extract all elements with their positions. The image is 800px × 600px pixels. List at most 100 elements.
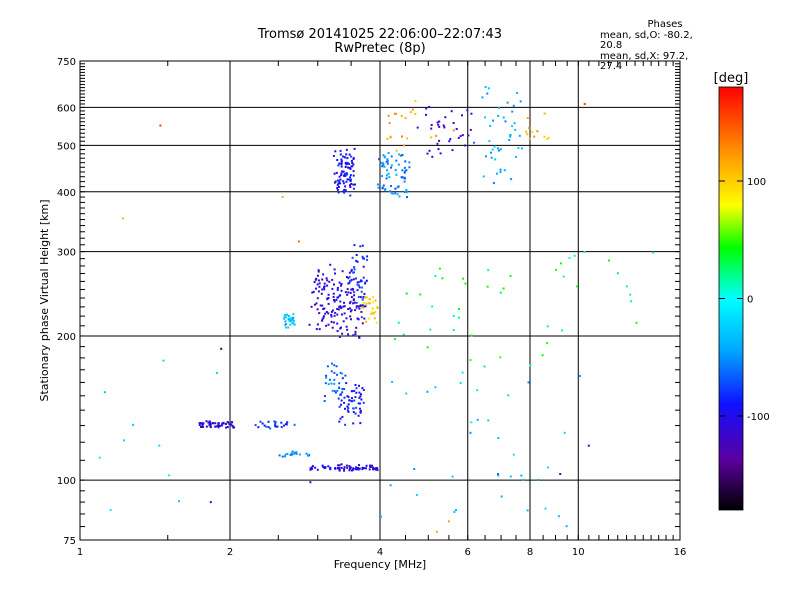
data-point [343, 174, 346, 177]
data-point [327, 293, 330, 296]
data-point [350, 318, 352, 321]
data-point [356, 281, 359, 284]
data-point [513, 122, 516, 125]
data-point [339, 284, 342, 287]
data-point [526, 509, 529, 512]
data-point [286, 313, 288, 316]
data-point [318, 312, 321, 315]
data-point [464, 282, 467, 285]
data-point [226, 421, 229, 424]
data-point [403, 166, 406, 169]
data-point [289, 320, 292, 323]
data-point [323, 307, 326, 310]
data-point [274, 421, 277, 424]
data-point [348, 399, 351, 402]
data-point [198, 424, 201, 426]
data-point [338, 405, 341, 408]
data-point [326, 279, 329, 282]
data-point [383, 156, 386, 159]
data-point [364, 305, 367, 308]
data-point [313, 281, 316, 283]
data-point [208, 424, 211, 427]
data-point [561, 329, 564, 332]
data-point [337, 397, 340, 400]
data-point [635, 321, 638, 324]
data-point [338, 466, 341, 469]
data-point [372, 312, 375, 315]
data-point [350, 268, 353, 271]
data-point [469, 359, 472, 362]
data-point [326, 284, 329, 287]
data-point [349, 300, 352, 303]
data-point [426, 346, 429, 349]
data-point [408, 161, 411, 164]
data-point [490, 151, 492, 154]
data-point [344, 185, 347, 188]
data-point [458, 308, 460, 311]
data-point [200, 426, 202, 428]
data-point [354, 333, 357, 336]
y-tick-label: 100 [57, 476, 76, 487]
data-point [482, 175, 485, 178]
data-point [383, 165, 386, 168]
data-point [355, 466, 358, 469]
phase-stats-o: mean, sd,O: -80.2, 20.8 [600, 29, 693, 51]
data-point [338, 468, 341, 471]
data-point [330, 315, 333, 318]
data-point [357, 318, 360, 321]
data-point [357, 414, 360, 417]
data-point [351, 469, 353, 472]
data-point [317, 290, 320, 293]
data-point [512, 453, 515, 456]
data-point [508, 139, 511, 141]
data-point [344, 423, 347, 426]
data-point [438, 139, 441, 142]
data-point [404, 117, 407, 119]
data-point [347, 277, 350, 280]
data-point [221, 422, 224, 425]
data-point [199, 422, 202, 424]
data-point [395, 173, 398, 176]
data-point [331, 389, 334, 392]
data-point [343, 301, 345, 304]
data-point [340, 283, 343, 285]
data-point [470, 421, 473, 424]
data-point [361, 255, 364, 258]
data-point [336, 389, 339, 392]
data-point [346, 405, 349, 408]
data-point [352, 298, 355, 301]
data-point [355, 391, 358, 394]
data-point [587, 444, 590, 447]
data-point [525, 130, 528, 133]
data-point [386, 162, 389, 165]
data-point [397, 321, 400, 324]
data-point [375, 321, 378, 324]
data-point [212, 422, 215, 425]
data-point [339, 182, 342, 185]
data-point [267, 420, 270, 423]
data-point [547, 136, 550, 139]
data-point [543, 112, 546, 115]
data-point [506, 101, 509, 104]
data-point [394, 192, 397, 195]
data-point [289, 323, 292, 326]
data-point [489, 124, 492, 127]
x-tick-label: 2 [227, 547, 233, 558]
data-point [343, 466, 346, 469]
data-point [354, 384, 357, 386]
data-point [345, 172, 348, 175]
data-point [323, 286, 325, 289]
data-point [333, 268, 336, 271]
data-point [371, 307, 374, 310]
data-point [414, 113, 417, 115]
data-point [351, 162, 354, 164]
data-point [400, 154, 403, 157]
data-point [310, 467, 313, 470]
data-point [447, 520, 450, 523]
chart-title: Tromsø 20141025 22:06:00–22:07:43 [257, 27, 503, 42]
data-point [361, 298, 364, 301]
data-point [345, 276, 348, 278]
data-point [209, 501, 212, 504]
data-point [333, 172, 336, 175]
data-point [352, 278, 355, 281]
